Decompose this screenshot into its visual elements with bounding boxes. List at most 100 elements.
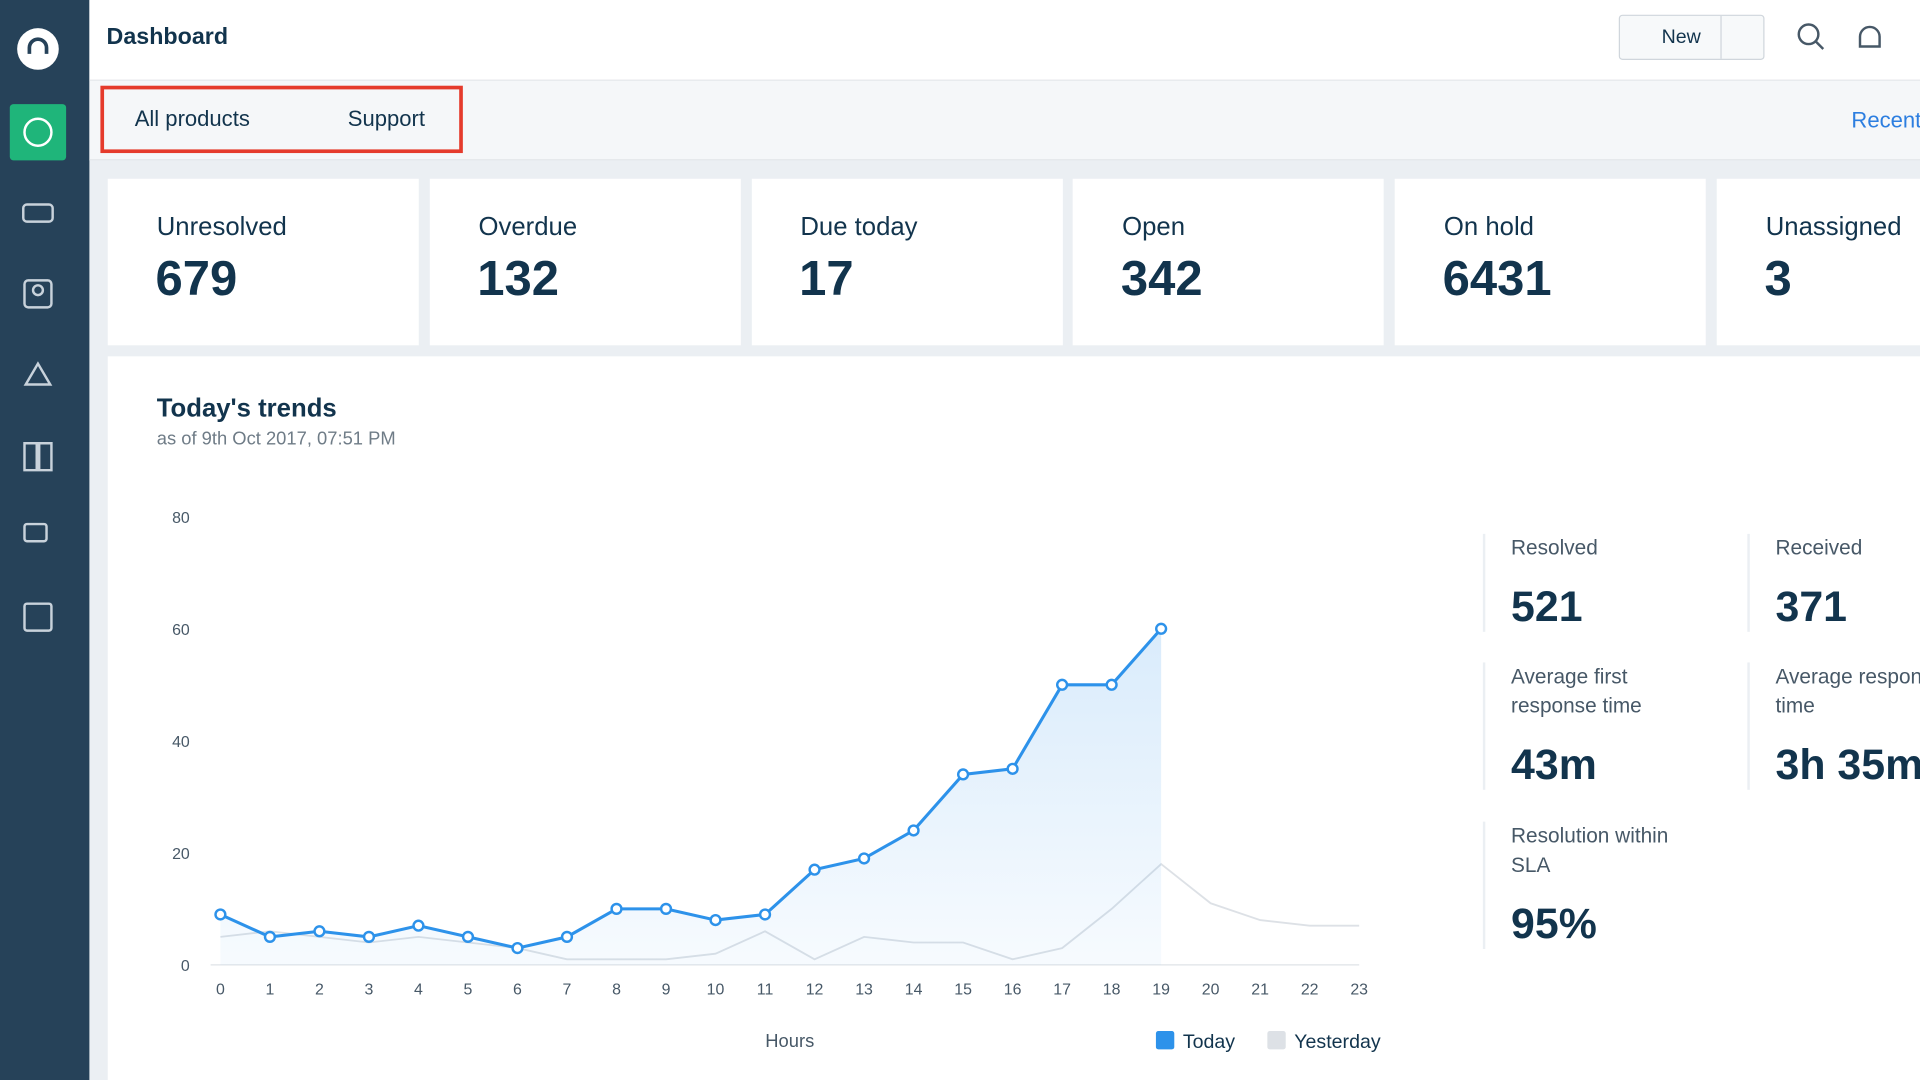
nav-solutions[interactable]: [23, 442, 53, 472]
data-point: [659, 902, 673, 916]
x-tick-label: 15: [954, 981, 972, 998]
x-tick-label: 2: [315, 981, 324, 998]
group-filter[interactable]: Support: [347, 106, 425, 132]
logo[interactable]: [17, 28, 59, 70]
legend-swatch: [1155, 1031, 1175, 1050]
x-tick-label: 6: [513, 981, 522, 998]
data-point: [808, 863, 821, 876]
y-tick-label: 60: [172, 622, 190, 639]
data-point: [758, 908, 772, 921]
data-point: [263, 930, 277, 944]
y-tick-label: 0: [181, 958, 190, 975]
highlight-box: [100, 85, 463, 154]
stat-label: Unresolved: [156, 213, 287, 242]
data-point: [1055, 678, 1069, 691]
nav-social[interactable]: [23, 361, 53, 386]
metric: Average response time 3h 35m: [1747, 662, 1920, 790]
data-point: [1006, 762, 1019, 775]
metric-label: Resolution within SLA: [1511, 824, 1669, 877]
x-tick-label: 8: [612, 981, 621, 998]
x-tick-label: 7: [563, 981, 572, 998]
stat-value: 6431: [1442, 252, 1552, 307]
nav-tickets[interactable]: [22, 203, 54, 223]
sidebar: [0, 0, 90, 1080]
stat-card: On hold 6431: [1394, 178, 1706, 346]
y-tick-label: 40: [172, 734, 190, 751]
data-point: [907, 824, 920, 837]
nav-forums[interactable]: [23, 522, 48, 543]
metric-label: Average response time: [1775, 664, 1920, 718]
stat-value: 342: [1120, 252, 1203, 307]
metric-value: 521: [1511, 582, 1583, 631]
legend-swatch: [1267, 1031, 1286, 1050]
nav-dashboard[interactable]: [9, 104, 67, 161]
x-tick-label: 13: [855, 981, 873, 998]
metric-label: Received: [1775, 536, 1863, 560]
stat-card: Unresolved 679: [107, 178, 419, 346]
stat-card: Unassigned 3: [1716, 178, 1920, 346]
filter-bar: All products Support Recent: [89, 80, 1920, 161]
series-line: [219, 627, 1163, 950]
stat-value: 17: [799, 252, 854, 307]
x-tick-label: 0: [216, 981, 225, 998]
today-area: [220, 628, 1162, 965]
x-tick-label: 9: [662, 981, 671, 998]
stat-card: Open 342: [1073, 178, 1385, 346]
metric-value: 371: [1775, 582, 1848, 631]
data-point: [214, 908, 227, 921]
trends-title: Today's trends: [156, 394, 337, 423]
recent-link[interactable]: Recent: [1851, 107, 1920, 133]
x-axis-label: Hours: [765, 1030, 814, 1051]
data-point: [412, 919, 425, 932]
stat-label: Open: [1122, 213, 1186, 242]
metric-value: 43m: [1511, 740, 1597, 789]
new-button[interactable]: New: [1618, 14, 1765, 61]
nav-contacts[interactable]: [23, 279, 53, 309]
data-point: [511, 941, 524, 955]
y-tick-label: 80: [172, 510, 190, 527]
x-tick-label: 19: [1152, 981, 1170, 998]
stat-label: Due today: [800, 213, 918, 242]
x-tick-label: 21: [1251, 981, 1269, 998]
metric-value: 3h 35m: [1775, 740, 1920, 789]
notification-icon[interactable]: [1858, 25, 1881, 48]
x-tick-label: 16: [1004, 981, 1022, 998]
x-tick-label: 10: [707, 981, 725, 998]
data-point: [362, 930, 376, 944]
x-tick-label: 17: [1053, 981, 1071, 998]
x-tick-label: 5: [464, 981, 473, 998]
x-tick-label: 4: [414, 981, 423, 998]
page-title: Dashboard: [106, 24, 229, 51]
stat-card: Due today 17: [751, 178, 1063, 346]
metric: Resolution within SLA 95%: [1482, 821, 1744, 949]
legend-label: Yesterday: [1294, 1031, 1381, 1053]
trends-subtitle: as of 9th Oct 2017, 07:51 PM: [156, 428, 396, 450]
legend-label: Today: [1183, 1031, 1235, 1053]
stat-value: 3: [1764, 252, 1792, 307]
metric-label: Average first response time: [1511, 664, 1642, 718]
sidebar-icons: [9, 28, 67, 632]
data-point: [1105, 678, 1118, 691]
x-tick-label: 12: [806, 981, 824, 998]
stat-label: Overdue: [478, 213, 578, 242]
stat-label: Unassigned: [1765, 213, 1902, 242]
data-point: [857, 852, 871, 865]
product-filter[interactable]: All products: [134, 106, 250, 132]
new-button-label: New: [1661, 26, 1701, 48]
nav-reports[interactable]: [23, 602, 53, 632]
x-tick-label: 3: [365, 981, 374, 998]
x-tick-label: 18: [1103, 981, 1121, 998]
y-tick-label: 20: [172, 846, 190, 863]
stat-card: Overdue 132: [429, 178, 741, 346]
stat-label: On hold: [1443, 213, 1534, 242]
x-tick-label: 11: [757, 981, 774, 998]
search-icon[interactable]: [1797, 23, 1820, 46]
metric-value: 95%: [1511, 900, 1597, 948]
x-tick-label: 23: [1350, 981, 1368, 998]
metric: Average first response time 43m: [1482, 662, 1744, 790]
x-tick-label: 1: [265, 981, 274, 998]
data-point: [709, 913, 722, 927]
data-point: [956, 768, 970, 781]
